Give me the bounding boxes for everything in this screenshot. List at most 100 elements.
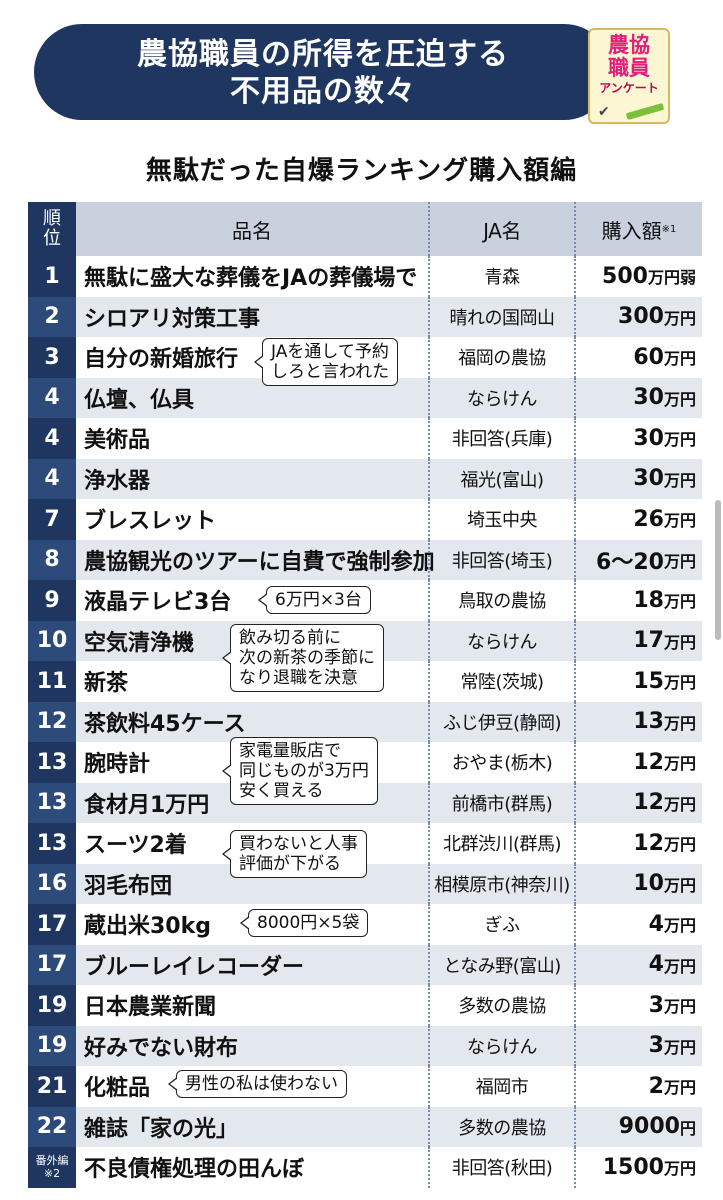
ja-cell: 福岡市 (428, 1066, 574, 1107)
pencil-icon (625, 102, 665, 121)
badge-line-3: アンケート (599, 81, 659, 95)
rank-cell: 13 (28, 782, 76, 823)
amount-cell: 60 万円 (574, 337, 702, 378)
amount-cell: 30 万円 (574, 458, 702, 499)
rank-header: 順 位 (28, 202, 76, 256)
table-row: 17 ブルーレイレコーダー となみ野(富山) 4 万円 (28, 944, 702, 985)
name-cell: 茶飲料45ケース (84, 711, 246, 737)
rank-cell: 8 (28, 539, 76, 580)
ja-cell: 晴れの国岡山 (428, 296, 574, 337)
amount-value: 2 (648, 1073, 664, 1099)
rank-cell: 22 (28, 1106, 76, 1147)
rank-cell: 7 (28, 499, 76, 540)
amount-value: 17 (633, 628, 664, 654)
callout-tv: 6万円×3台 (258, 586, 371, 614)
ja-cell: 相模原市(神奈川) (428, 863, 574, 904)
ja-cell: 前橋市(群馬) (428, 782, 574, 823)
amount-unit: 万円 (663, 794, 696, 814)
ja-cell: ならけん (428, 1025, 574, 1066)
ja-cell: 鳥取の農協 (428, 580, 574, 621)
rank-cell: 4 (28, 377, 76, 418)
amount-cell: 4 万円 (574, 944, 702, 985)
special-rank: 番外編 ※2 (28, 1147, 76, 1188)
amount-unit: 万円 (663, 956, 696, 976)
name-cell: 雑誌「家の光」 (84, 1116, 239, 1142)
amount-cell: 18 万円 (574, 580, 702, 621)
callout-text: JAを通して予約 (271, 342, 389, 362)
amount-value: 4 (648, 911, 664, 937)
table-row: 4 美術品 非回答(兵庫) 30 万円 (28, 418, 702, 459)
rank-cell: 11 (28, 661, 76, 702)
special-amount-value: 1500 (602, 1154, 664, 1180)
rank-cell: 10 (28, 620, 76, 661)
ja-cell: ぎふ (428, 904, 574, 945)
amount-unit: 万円 (663, 430, 696, 450)
name-cell: 無駄に盛大な葬儀をJAの葬儀場で (84, 266, 418, 292)
name-cell: 食材月1万円 (84, 792, 210, 818)
amount-header: 購入額 ※1 (574, 202, 702, 256)
amount-value: 6〜20 (596, 549, 664, 575)
callout-text: 飲み切る前に (239, 628, 341, 648)
scrollbar[interactable] (715, 500, 721, 640)
ja-cell: ならけん (428, 377, 574, 418)
amount-unit: 万円 (663, 1037, 696, 1057)
amount-value: 300 (618, 304, 664, 330)
special-rank-note: ※2 (43, 1167, 61, 1181)
callout-text: 安く買える (239, 781, 324, 801)
amount-unit: 万円 (663, 511, 696, 531)
amount-unit: 万円 (663, 835, 696, 855)
name-cell: シロアリ対策工事 (84, 306, 261, 332)
rank-cell: 13 (28, 742, 76, 783)
badge-line-1: 農協 (608, 33, 650, 57)
name-cell: 日本農業新聞 (84, 995, 217, 1021)
table-row: 7 ブレスレット 埼玉中央 26 万円 (28, 499, 702, 540)
table-row: 4 浄水器 福光(富山) 30 万円 (28, 458, 702, 499)
table-row: 2 シロアリ対策工事 晴れの国岡山 300 万円 (28, 296, 702, 337)
name-cell: 羽毛布団 (84, 873, 173, 899)
amount-unit: 万円 (663, 470, 696, 490)
amount-header-note: ※1 (661, 223, 677, 235)
amount-cell: 13 万円 (574, 701, 702, 742)
name-cell: 農協観光のツアーに自費で強制参加 (84, 549, 435, 575)
special-name: 不良債権処理の田んぼ (84, 1157, 305, 1183)
amount-value: 12 (633, 749, 664, 775)
amount-value: 30 (633, 385, 664, 411)
callout-text: 男性の私は使わない (185, 1074, 338, 1094)
name-cell: ブルーレイレコーダー (84, 954, 305, 980)
table-row: 8 農協観光のツアーに自費で強制参加 非回答(埼玉) 6〜20 万円 (28, 539, 702, 580)
amount-value: 9000 (618, 1114, 680, 1140)
ranking-table: 順 位 品名 JA名 購入額 ※1 1 無駄に盛大な葬儀をJAの葬儀場で 青森 500 万… (28, 202, 702, 1188)
callout-honeymoon: JAを通して予約 しろと言われた (253, 338, 399, 386)
table-row: 21 化粧品 福岡市 2 万円 (28, 1066, 702, 1107)
ja-cell: 多数の農協 (428, 985, 574, 1026)
amount-cell: 30 万円 (574, 377, 702, 418)
name-cell: 蔵出米30kg (84, 914, 211, 940)
amount-unit: 万円 (663, 713, 696, 733)
name-cell: スーツ2着 (84, 833, 187, 859)
subtitle: 無駄だった自爆ランキング購入額編 (145, 156, 578, 186)
checkmark-icon: ✔ (598, 104, 610, 120)
rank-cell: 19 (28, 985, 76, 1026)
amount-cell: 17 万円 (574, 620, 702, 661)
ja-cell: 非回答(埼玉) (428, 539, 574, 580)
amount-unit: 万円 (663, 349, 696, 369)
table-row: 12 茶飲料45ケース ふじ伊豆(静岡) 13 万円 (28, 701, 702, 742)
amount-value: 15 (633, 668, 664, 694)
amount-cell: 26 万円 (574, 499, 702, 540)
rank-cell: 3 (28, 337, 76, 378)
amount-cell: 3 万円 (574, 985, 702, 1026)
name-header: 品名 (232, 218, 272, 243)
rank-cell: 12 (28, 701, 76, 742)
rank-cell: 21 (28, 1066, 76, 1107)
ja-cell: 青森 (428, 256, 574, 297)
rank-cell: 19 (28, 1025, 76, 1066)
name-cell: 空気清浄機 (84, 630, 195, 656)
amount-value: 30 (633, 466, 664, 492)
badge-line-2: 職員 (608, 56, 650, 80)
amount-unit: 万円 (663, 673, 696, 693)
amount-cell: 300 万円 (574, 296, 702, 337)
amount-unit: 万円弱 (647, 268, 696, 288)
name-cell: 美術品 (84, 428, 151, 454)
amount-value: 26 (633, 506, 664, 532)
title-line-1: 農協職員の所得を圧迫する (137, 37, 509, 72)
